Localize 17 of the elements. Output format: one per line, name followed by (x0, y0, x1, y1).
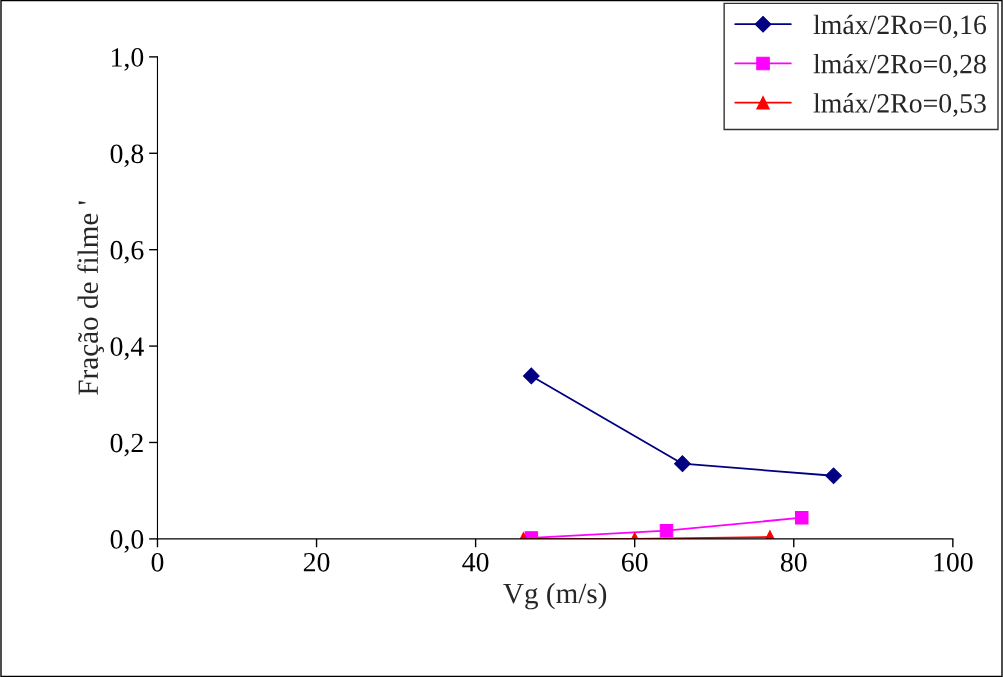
y-axis-title: Fração de filme ' (77, 201, 104, 395)
y-tick-label: 0,8 (110, 144, 144, 168)
x-tick-label: 40 (462, 552, 489, 572)
y-tick-label: 0,4 (110, 337, 144, 360)
x-tick-label: 100 (934, 552, 973, 572)
legend-label: lmáx/2Ro=0,16 (813, 14, 987, 39)
x-tick-label: 20 (303, 552, 330, 572)
legend-label: lmáx/2Ro=0,28 (813, 53, 986, 78)
legend-label: lmáx/2Ro=0,53 (813, 93, 986, 117)
x-axis-title: Vg (m/s) (503, 582, 607, 610)
y-tick-label: 1,0 (112, 48, 144, 71)
x-tick-label: 0 (151, 552, 164, 572)
y-tick-label: 0,6 (110, 240, 144, 264)
y-tick-label: 0,2 (110, 433, 143, 457)
y-tick-label: 0,0 (110, 530, 144, 553)
x-tick-label: 60 (622, 552, 648, 572)
x-tick-label: 80 (780, 552, 807, 572)
